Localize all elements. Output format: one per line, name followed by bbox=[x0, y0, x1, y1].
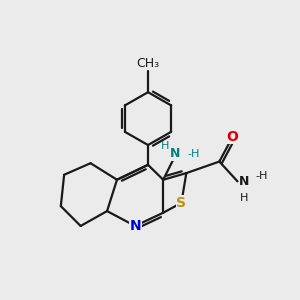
Text: H: H bbox=[160, 141, 169, 151]
Text: N: N bbox=[129, 219, 141, 233]
Text: O: O bbox=[226, 130, 238, 144]
Text: -H: -H bbox=[187, 149, 200, 159]
Text: H: H bbox=[240, 193, 248, 203]
Text: CH₃: CH₃ bbox=[136, 57, 160, 70]
Text: N: N bbox=[170, 148, 181, 160]
Text: N: N bbox=[239, 175, 250, 188]
Text: S: S bbox=[176, 196, 186, 210]
Text: -H: -H bbox=[256, 171, 268, 182]
